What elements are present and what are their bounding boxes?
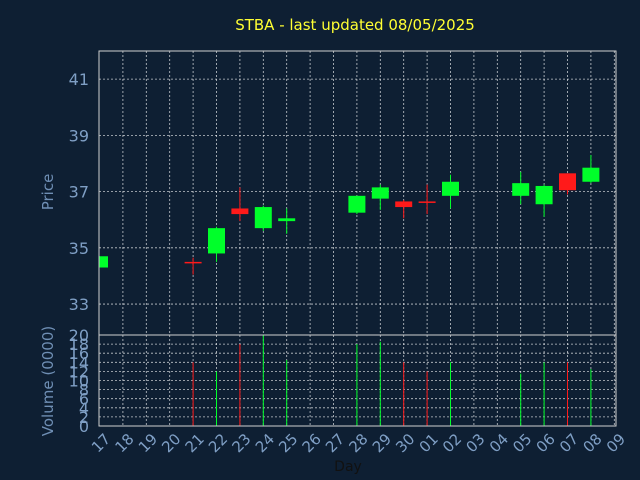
x-tick-label: 17 [88,430,114,456]
candle-body [442,181,459,196]
candle-body [559,173,576,191]
price-axis-label: Price [39,174,57,211]
x-tick-label: 09 [603,430,629,456]
x-tick-label: 22 [205,430,231,456]
candle-body [418,201,436,203]
price-tick-label: 33 [69,295,89,314]
volume-tick-label: 16 [69,344,89,363]
candle-body [278,218,296,222]
volume-tick-label: 2 [79,408,89,427]
x-tick-label: 06 [533,430,559,456]
volume-axis-label: Volume (0000) [39,326,57,436]
candle-body [512,183,530,196]
volume-plot-frame [98,334,617,427]
x-tick-label: 28 [345,430,371,456]
candle-body [231,208,249,215]
x-tick-label: 07 [556,430,582,456]
volume-tick-label: 4 [79,399,89,418]
x-tick-label: 21 [182,430,208,456]
x-tick-label: 20 [158,430,184,456]
candle-body [348,195,366,213]
candle-body [208,228,225,254]
price-tick-label: 41 [69,70,89,89]
volume-tick-label: 12 [69,362,89,381]
volume-tick-label: 8 [79,381,89,400]
candle-body [184,261,202,264]
candle-body [582,167,600,182]
x-tick-label: 25 [275,430,301,456]
price-tick-label: 37 [69,183,89,202]
volume-tick-label: 6 [79,390,89,409]
volume-tick-label: 14 [69,353,89,372]
candle-body [535,185,553,205]
candle-body [99,256,108,268]
x-tick-label: 05 [509,430,535,456]
x-tick-label: 29 [369,430,395,456]
chart-title: STBA - last updated 08/05/2025 [235,16,475,34]
candle-body [371,187,389,199]
price-tick-label: 35 [69,239,89,258]
x-tick-label: 18 [111,430,137,456]
candle-body [254,207,272,229]
x-tick-label: 01 [416,430,442,456]
volume-tick-label: 0 [79,417,89,436]
candle-body [395,201,413,208]
x-tick-label: 24 [252,430,278,456]
x-axis-label: Day [334,459,362,475]
price-panel: 33 35 37 39 41 Price [39,50,617,336]
x-tick-label: 03 [462,430,488,456]
volume-tick-label: 10 [69,372,89,391]
x-tick-label: 04 [486,430,512,456]
volume-tick-label: 20 [69,326,89,345]
volume-tick-label: 18 [69,335,89,354]
x-tick-label: 08 [579,430,605,456]
x-tick-label: 19 [135,430,161,456]
x-tick-label: 30 [392,430,418,456]
x-tick-label: 02 [439,430,465,456]
price-tick-label: 39 [69,126,89,145]
x-tick-label: 23 [228,430,254,456]
x-tick-label: 26 [299,430,325,456]
x-tick-label: 27 [322,430,348,456]
